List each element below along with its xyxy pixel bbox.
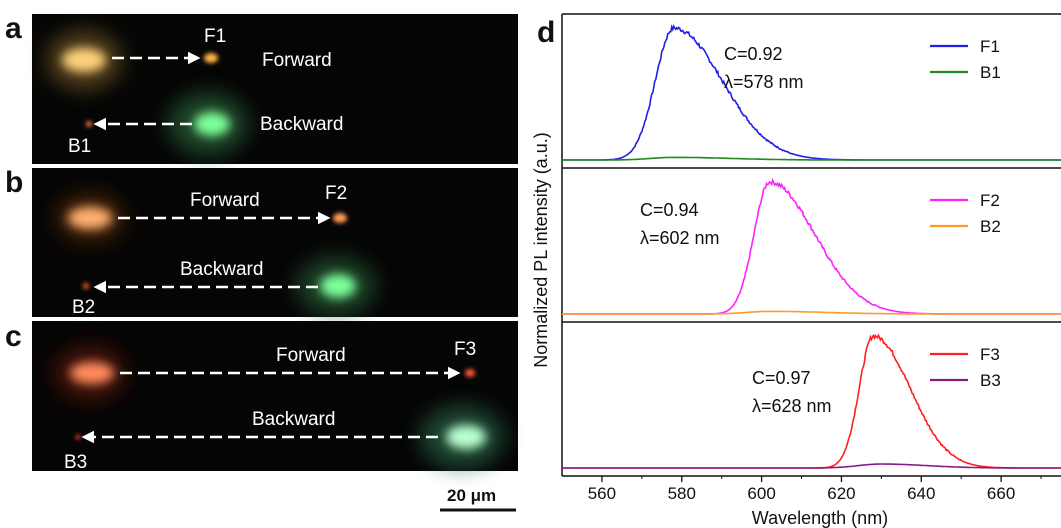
panel-a-backward-spot [194, 112, 230, 136]
series-line-B1 [562, 156, 1061, 161]
x-tick-label-600: 600 [747, 484, 775, 503]
legend-label-F1: F1 [980, 37, 1000, 56]
panel-c-forward-text: Forward [276, 345, 346, 366]
panel-c-backward-text: Backward [252, 409, 335, 430]
panel-c-label: c [5, 320, 22, 353]
panel-c-forward-spot [465, 369, 475, 377]
panel-b-backward-spot [320, 274, 356, 298]
panel-b-backward-tag: B2 [72, 297, 95, 318]
panel-c-b3-spot [75, 434, 81, 440]
panel-b-backward-text: Backward [180, 259, 263, 280]
x-tick-label-640: 640 [907, 484, 935, 503]
y-axis-label: Normalized PL intensity (a.u.) [531, 132, 551, 367]
scale-bar: 20 μm [440, 486, 516, 512]
panel-c: F3 Forward B3 Backward c [5, 320, 518, 473]
panel-a-forward-spot [204, 53, 218, 63]
scale-bar-text: 20 μm [447, 486, 496, 505]
legend-label-B3: B3 [980, 371, 1001, 390]
panel-a-forward-tag: F1 [204, 26, 226, 47]
panel-a-label: a [5, 12, 22, 45]
panel-b-forward-text: Forward [190, 190, 260, 211]
annotation-1-line-2: λ=578 nm [724, 72, 804, 92]
panel-d-label: d [537, 16, 555, 49]
x-tick-label-620: 620 [827, 484, 855, 503]
panel-a-source [62, 48, 106, 72]
legend-label-F2: F2 [980, 191, 1000, 210]
series-line-B2 [562, 310, 1061, 315]
panel-c-forward-tag: F3 [454, 339, 476, 360]
panel-b-label: b [5, 166, 23, 199]
panel-a-forward-text: Forward [262, 50, 332, 71]
panel-c-backward-tag: B3 [64, 452, 87, 473]
x-tick-label-560: 560 [588, 484, 616, 503]
annotation-2-line-1: C=0.94 [640, 200, 699, 220]
panel-b-forward-tag: F2 [325, 183, 347, 204]
annotation-3-line-2: λ=628 nm [752, 396, 832, 416]
panel-a-b1-spot [86, 121, 92, 127]
panel-a: F1 Forward B1 Backward a [5, 12, 518, 164]
annotation-3-line-1: C=0.97 [752, 368, 811, 388]
panel-b-source [68, 207, 112, 229]
spectra-chart: d Normalized PL intensity (a.u.) Wavelen… [531, 13, 1061, 528]
panel-b-forward-spot [333, 213, 347, 223]
panel-b-b2-spot [83, 283, 89, 289]
panel-a-image [32, 14, 518, 164]
panel-a-backward-tag: B1 [68, 136, 91, 157]
annotation-2-line-2: λ=602 nm [640, 228, 720, 248]
panel-c-backward-spot [446, 425, 486, 449]
panel-b: F2 Forward B2 Backward b [5, 166, 518, 318]
legend-label-F3: F3 [980, 345, 1000, 364]
legend-label-B1: B1 [980, 63, 1001, 82]
x-axis-label: Wavelength (nm) [752, 508, 888, 528]
panel-c-source [70, 362, 114, 384]
legend-label-B2: B2 [980, 217, 1001, 236]
x-tick-label-580: 580 [668, 484, 696, 503]
x-tick-label-660: 660 [987, 484, 1015, 503]
annotation-1-line-1: C=0.92 [724, 44, 783, 64]
panel-b-image [32, 168, 518, 317]
panel-a-backward-text: Backward [260, 114, 343, 135]
series-line-B3 [562, 463, 1061, 469]
